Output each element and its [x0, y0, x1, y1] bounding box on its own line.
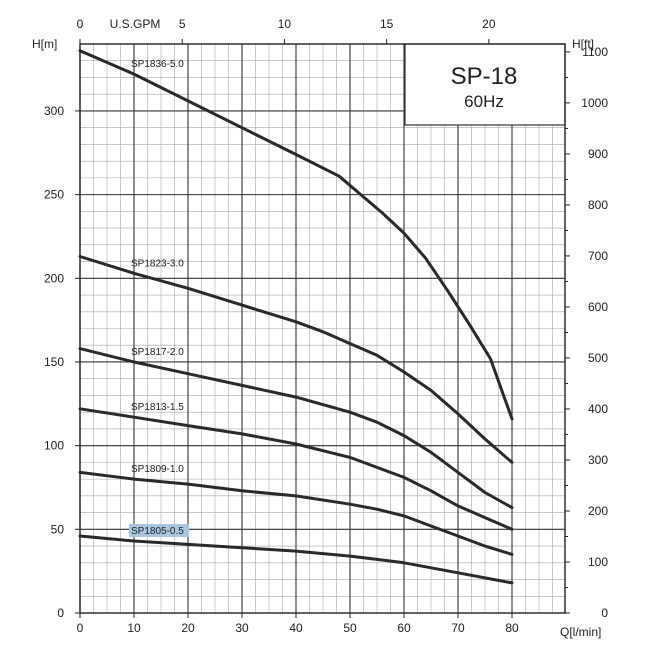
plot-frame	[79, 43, 566, 614]
y2-tick-label: 700	[588, 249, 608, 263]
x-tick-label: 20	[181, 621, 195, 635]
x-tick-label: 40	[289, 621, 303, 635]
x-axis-label: Q[l/min]	[560, 625, 601, 639]
x-tick-label: 30	[235, 621, 249, 635]
y-tick-label: 0	[57, 606, 64, 620]
x2-axis-label: U.S.GPM	[110, 17, 161, 31]
curve-SP1836-5.0	[78, 49, 514, 421]
y2-tick-label: 600	[588, 300, 608, 314]
y2-tick-label: 0	[601, 606, 608, 620]
curve-label-SP1805-0.5: SP1805-0.5	[131, 526, 184, 537]
y2-tick-label: 100	[588, 555, 608, 569]
curve-label-highlight	[129, 524, 189, 538]
axis-ticks: 0 10 20 30 40 50 60 70 800 5 10 15 20050100150200250…	[44, 17, 608, 635]
x2-tick-label: 5	[179, 17, 186, 31]
y-tick-label: 300	[44, 104, 64, 118]
y-tick-label: 200	[44, 271, 64, 285]
y2-tick-label: 300	[588, 453, 608, 467]
x2-tick-label: 10	[278, 17, 292, 31]
chart-subtitle: 60Hz	[464, 92, 504, 111]
curve-label-SP1817-2.0: SP1817-2.0	[131, 347, 184, 358]
curve-label-SP1813-1.5: SP1813-1.5	[131, 402, 184, 413]
curves	[78, 49, 514, 585]
title-box	[404, 43, 566, 126]
curve-label-SP1836-5.0: SP1836-5.0	[131, 59, 184, 70]
x2-tick-label: 20	[482, 17, 496, 31]
y-tick-label: 50	[51, 522, 65, 536]
curve-label-SP1809-1.0: SP1809-1.0	[131, 464, 184, 475]
curve-SP1817-2.0	[78, 347, 514, 510]
curve-label-SP1823-3.0: SP1823-3.0	[131, 258, 184, 269]
y2-tick-label: 800	[588, 198, 608, 212]
y-tick-label: 100	[44, 439, 64, 453]
x2-tick-label: 0	[77, 17, 84, 31]
y2-tick-label: 1100	[582, 45, 608, 59]
x-tick-label: 60	[397, 621, 411, 635]
chart-title: SP-18	[451, 63, 518, 90]
y2-tick-label: 500	[588, 351, 608, 365]
curve-labels: SP1836-5.0 SP1823-3.0 SP1817-2.0 SP1813-1.5…	[129, 59, 189, 538]
y2-tick-label: 400	[588, 402, 608, 416]
y2-axis-label: H[ft]	[572, 37, 594, 51]
curve-SP1809-1.0	[78, 470, 514, 556]
y-tick-label: 150	[44, 355, 64, 369]
y-tick-label: 250	[44, 188, 64, 202]
curve-SP1805-0.5	[78, 534, 514, 585]
y2-tick-label: 1000	[581, 96, 608, 110]
y2-tick-label: 200	[588, 504, 608, 518]
y2-tick-label: 900	[588, 147, 608, 161]
y-axis-label: H[m]	[32, 37, 57, 51]
curve-SP1813-1.5	[78, 407, 514, 531]
x-tick-label: 70	[451, 621, 465, 635]
x2-tick-label: 15	[380, 17, 394, 31]
x-tick-label: 10	[127, 621, 141, 635]
x-tick-label: 80	[505, 621, 519, 635]
x-tick-label: 0	[77, 621, 84, 635]
x-tick-label: 50	[343, 621, 357, 635]
curve-SP1823-3.0	[78, 255, 514, 464]
